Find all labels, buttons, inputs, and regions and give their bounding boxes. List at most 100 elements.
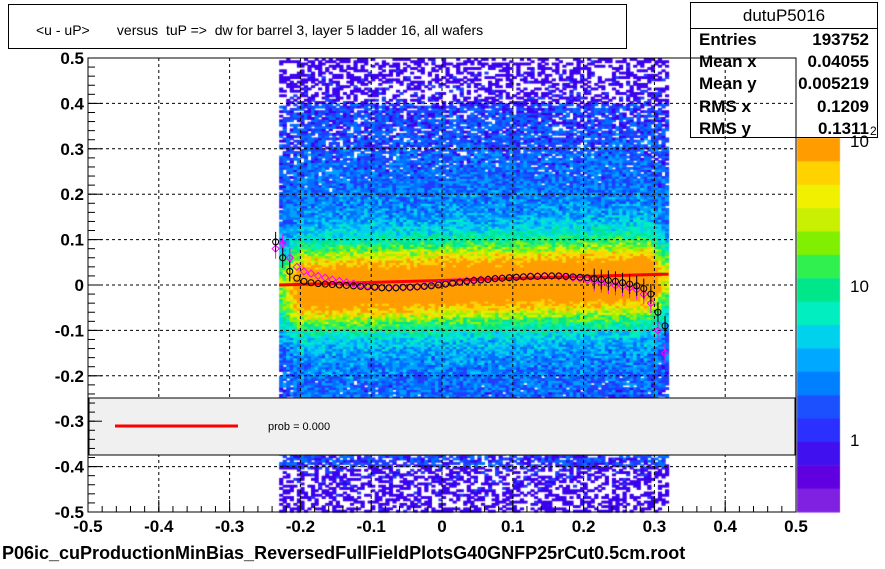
profile-point (384, 283, 394, 293)
x-tick-label: -0.5 (73, 517, 102, 536)
profile-point (307, 279, 315, 287)
stats-label: Mean x (699, 52, 757, 71)
profile-point (568, 273, 578, 282)
profile-black (272, 231, 669, 336)
profile-point (498, 274, 506, 282)
profile-point (399, 283, 407, 291)
y-tick-label: -0.3 (55, 412, 84, 431)
x-tick-label: -0.2 (286, 517, 315, 536)
profile-point (660, 348, 670, 358)
y-tick-label: 0 (75, 276, 84, 295)
profile-point (286, 267, 294, 275)
x-tick-label: 0.3 (643, 517, 667, 536)
profile-point (320, 273, 330, 282)
profile-point (646, 298, 656, 308)
profile-point (342, 278, 351, 287)
profile-point (512, 273, 520, 281)
profile-point (392, 284, 400, 292)
profile-point (420, 282, 428, 290)
profile-point (575, 274, 585, 283)
stats-value: 0.005219 (798, 74, 869, 93)
profile-point (300, 277, 308, 285)
profile-point (371, 283, 379, 291)
profile-point (406, 283, 414, 291)
x-tick-label: -0.3 (215, 517, 244, 536)
profile-point (470, 276, 478, 284)
stats-separator (691, 28, 877, 29)
y-tick-label: 0.1 (60, 231, 84, 250)
profile-point (653, 326, 663, 335)
profile-point (306, 269, 316, 278)
profile-point (647, 290, 655, 298)
stats-row-entries: Entries 193752 (699, 30, 869, 52)
profile-point (293, 274, 301, 282)
legend: prob = 0.000 (88, 397, 796, 456)
profile-point (640, 285, 648, 293)
axes: -0.5 -0.4 -0.3 -0.2 -0.1 0 0.1 0.2 0.3 0.4 0.5 -0.5… (55, 49, 808, 536)
stats-label: RMS y (699, 119, 751, 138)
stats-label: Entries (699, 30, 757, 49)
profile-point (548, 272, 556, 280)
profile-point (328, 281, 336, 289)
x-tick-label: 0.1 (501, 517, 525, 536)
profile-point (342, 281, 350, 289)
profile-point (619, 279, 627, 287)
profile-point (505, 274, 513, 282)
profile-point (534, 272, 542, 280)
color-scale-label: 10 (850, 277, 869, 296)
y-tick-label: 0.2 (60, 185, 84, 204)
plot-title: <u - uP> versus tuP => dw for barrel 3, … (36, 22, 484, 38)
y-tick-label: -0.4 (55, 458, 85, 477)
profile-point (654, 308, 662, 316)
y-tick-label: -0.1 (55, 321, 84, 340)
profile-point (285, 253, 294, 262)
x-tick-label: 0.5 (784, 517, 808, 536)
profile-point (477, 276, 485, 284)
profile-point (491, 275, 499, 283)
profile-point (391, 283, 401, 293)
profile-point (582, 275, 592, 285)
profile-point (484, 276, 492, 284)
profile-point (278, 239, 287, 249)
stats-row-mean-x: Mean x 0.04055 (699, 52, 869, 74)
x-tick-label: 0.4 (713, 517, 737, 536)
stats-label: Mean y (699, 74, 757, 93)
profile-point (427, 282, 435, 290)
stats-name: dutuP5016 (742, 6, 826, 25)
profile-point (272, 238, 280, 246)
stats-row-rms-y: RMS y 0.1311 (699, 119, 869, 141)
profile-point (562, 272, 570, 280)
profile-point (378, 284, 386, 292)
profile-point (314, 280, 322, 288)
profile-point (350, 282, 357, 290)
profile-point (413, 283, 421, 291)
y-tick-label: -0.5 (55, 503, 84, 522)
color-scale-label: 10 (850, 132, 869, 151)
profile-point (299, 267, 309, 276)
profile-point (597, 276, 605, 284)
profile-point (527, 272, 534, 280)
profile-point (519, 273, 527, 281)
profile-point (555, 272, 563, 280)
stats-row-mean-y: Mean y 0.005219 (699, 74, 869, 96)
x-tick-label: -0.1 (357, 517, 386, 536)
footer-filename: P06ic_cuProductionMinBias_ReversedFullFi… (2, 543, 686, 563)
stats-value: 0.04055 (807, 52, 869, 71)
profile-point (661, 322, 669, 330)
profile-point (335, 276, 344, 286)
profile-point (335, 281, 343, 289)
stats-value: 0.1209 (817, 97, 869, 116)
title-box: <u - uP> versus tuP => dw for barrel 3, … (8, 4, 627, 49)
profile-point (633, 282, 641, 290)
profile-point (554, 272, 564, 281)
profile-point (626, 280, 634, 288)
profile-point (434, 281, 442, 289)
profile-point (321, 280, 329, 288)
profile-point (357, 282, 365, 290)
profile-point (449, 279, 457, 287)
profile-point (456, 278, 464, 286)
y-tick-label: 0.4 (60, 94, 84, 113)
profile-point (611, 277, 619, 285)
